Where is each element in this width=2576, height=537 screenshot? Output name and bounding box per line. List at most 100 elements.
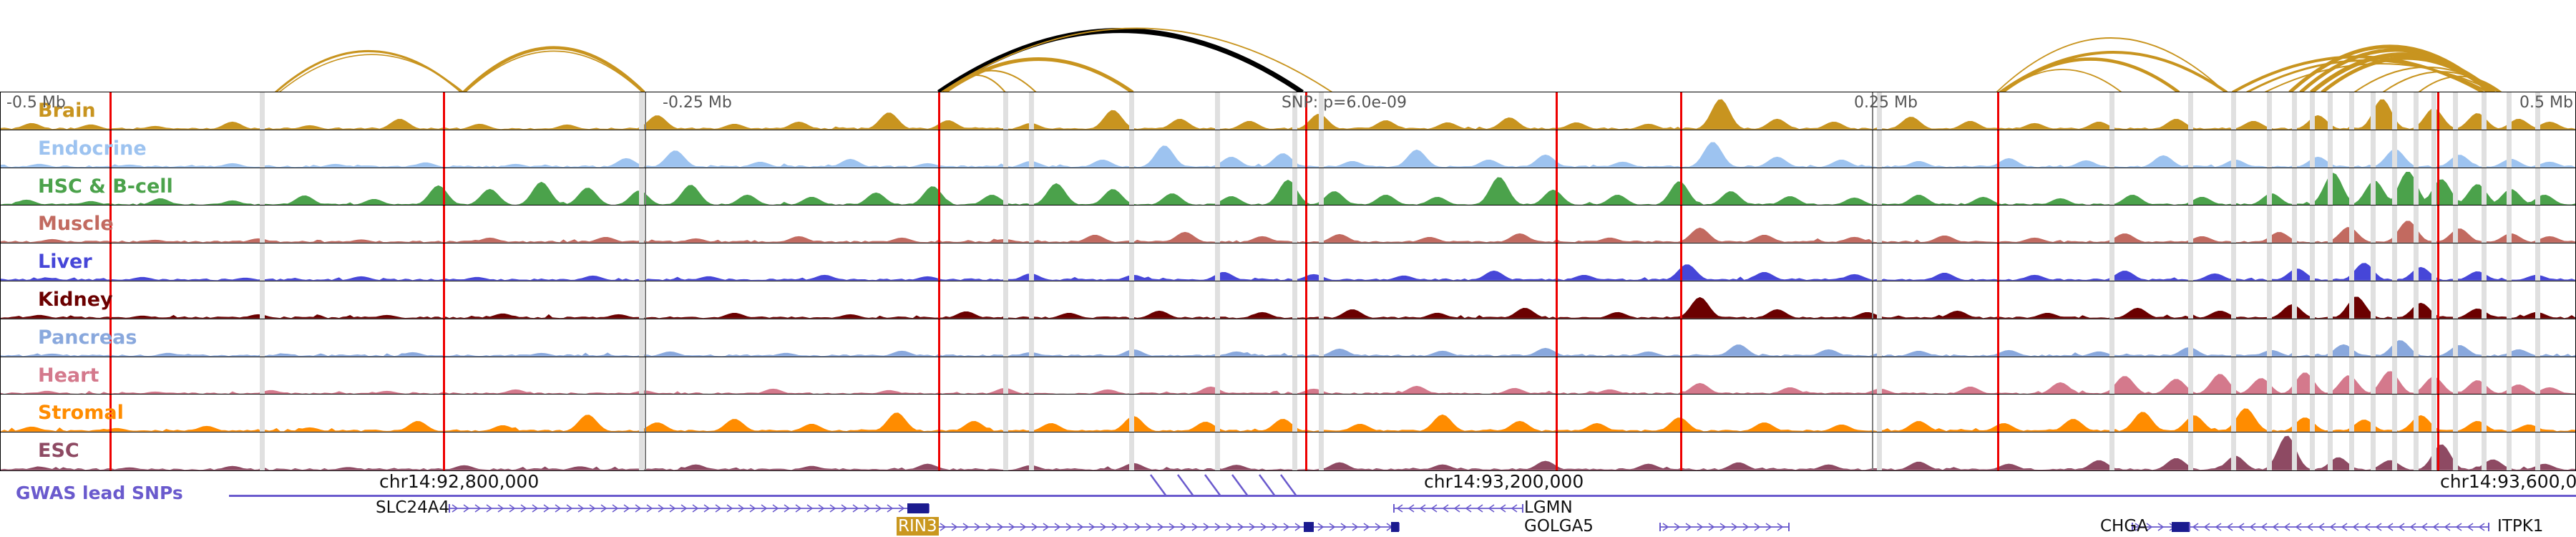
strand-arrow (1499, 504, 1506, 513)
gwas-lead-snp-tick[interactable] (1204, 474, 1222, 497)
strand-arrow (2203, 523, 2210, 531)
strand-arrow (1708, 523, 1715, 531)
strand-arrow (2467, 523, 2474, 531)
snp-pvalue-label: SNP: p=6.0e-09 (1282, 94, 1407, 112)
signal-profile (1, 99, 2575, 130)
strand-arrow (2432, 523, 2439, 531)
loop-arc (2003, 69, 2122, 93)
gwas-lead-snp-tick[interactable] (1176, 474, 1195, 497)
coordinate-label: chr14:93,200,000 (1424, 471, 1584, 492)
gwas-lead-snp-tick[interactable] (1258, 474, 1277, 497)
gene-label-slc24a4[interactable]: SLC24A4 (376, 498, 450, 517)
strand-arrow (2398, 523, 2405, 531)
strand-arrow (864, 504, 871, 513)
strand-arrow (463, 504, 470, 513)
signal-profile (1, 408, 2575, 432)
strand-arrow (2295, 523, 2302, 531)
strand-arrow (2306, 523, 2313, 531)
strand-arrow (829, 504, 836, 513)
strand-arrow (703, 504, 711, 513)
strand-arrow (2409, 523, 2416, 531)
strand-arrow (1111, 523, 1118, 531)
strand-arrow (600, 504, 608, 513)
exon-block (1391, 522, 1399, 532)
strand-arrow (658, 504, 665, 513)
strand-arrow (2421, 523, 2428, 531)
loop-arc (947, 74, 1006, 93)
gwas-lead-snp-tick[interactable] (1149, 474, 1168, 497)
strand-arrow (1157, 523, 1164, 531)
strand-arrow (680, 504, 688, 513)
strand-arrow (2283, 523, 2290, 531)
strand-arrow (951, 523, 958, 531)
strand-arrow (887, 504, 894, 513)
gene-label-lgmn[interactable]: LGMN (1524, 498, 1573, 517)
strand-arrow (2135, 523, 2142, 531)
track-liver: Liver (1, 243, 2575, 281)
signal-area (1, 171, 2575, 205)
strand-arrow (1719, 523, 1727, 531)
strand-arrow (1283, 523, 1290, 531)
strand-arrow (1180, 523, 1187, 531)
strand-arrow (726, 504, 733, 513)
gwas-baseline (229, 495, 2576, 497)
strand-arrow (555, 504, 562, 513)
signal-profile (1, 263, 2575, 281)
strand-arrow (1375, 523, 1382, 531)
strand-arrow (1419, 504, 1426, 513)
strand-arrow (1731, 523, 1738, 531)
strand-arrow (997, 523, 1004, 531)
signal-area (1, 221, 2575, 243)
strand-arrow (635, 504, 642, 513)
strand-arrow (646, 504, 653, 513)
exon-block (2172, 522, 2190, 532)
loop-arc (2418, 75, 2502, 93)
axis-tick-label: 0.25 Mb (1854, 94, 1918, 112)
strand-arrow (795, 504, 802, 513)
strand-arrow (520, 504, 527, 513)
strand-arrow (566, 504, 573, 513)
gene-label-itpk1[interactable]: ITPK1 (2497, 517, 2544, 536)
strand-arrow (1777, 523, 1784, 531)
signal-area (1, 263, 2575, 281)
signal-area (1, 296, 2575, 319)
strand-arrow (1340, 523, 1347, 531)
strand-arrow (784, 504, 791, 513)
strand-arrow (1396, 504, 1403, 513)
strand-arrow (2455, 523, 2462, 531)
strand-arrow (1043, 523, 1050, 531)
strand-arrow (818, 504, 825, 513)
strand-arrow (1065, 523, 1073, 531)
strand-arrow (1077, 523, 1084, 531)
strand-arrow (2260, 523, 2268, 531)
strand-arrow (1031, 523, 1038, 531)
signal-area (1, 370, 2575, 395)
signal-profile (1, 142, 2575, 168)
signal-area (1, 99, 2575, 130)
strand-arrow (1697, 523, 1704, 531)
strand-arrow (1203, 523, 1210, 531)
strand-arrow (2329, 523, 2336, 531)
gene-label-rin3[interactable]: RIN3 (897, 517, 939, 536)
strand-arrow (1754, 523, 1761, 531)
strand-arrow (1169, 523, 1176, 531)
gene-label-chga[interactable]: CHGA (2100, 517, 2148, 536)
gwas-lead-snp-tick[interactable] (1279, 474, 1298, 497)
strand-arrow (532, 504, 539, 513)
track-endocrine: Endocrine (1, 130, 2575, 168)
loop-arc (937, 28, 1304, 93)
strand-arrow (1100, 523, 1107, 531)
gwas-lead-snp-tick[interactable] (1231, 474, 1249, 497)
strand-arrow (1662, 523, 1669, 531)
track-pancreas: Pancreas (1, 319, 2575, 357)
gene-label-golga5[interactable]: GOLGA5 (1524, 517, 1594, 536)
gene-annotation-panel: GWAS lead SNPs chr14:92,800,000 chr14:93,… (0, 471, 2576, 537)
signal-area (1, 339, 2575, 357)
signal-profile (1, 339, 2575, 357)
strand-arrow (577, 504, 585, 513)
track-heart: Heart (1, 357, 2575, 395)
loop-arc (278, 54, 464, 93)
strand-arrow (974, 523, 981, 531)
strand-arrow (2226, 523, 2233, 531)
loop-arc (462, 46, 645, 93)
